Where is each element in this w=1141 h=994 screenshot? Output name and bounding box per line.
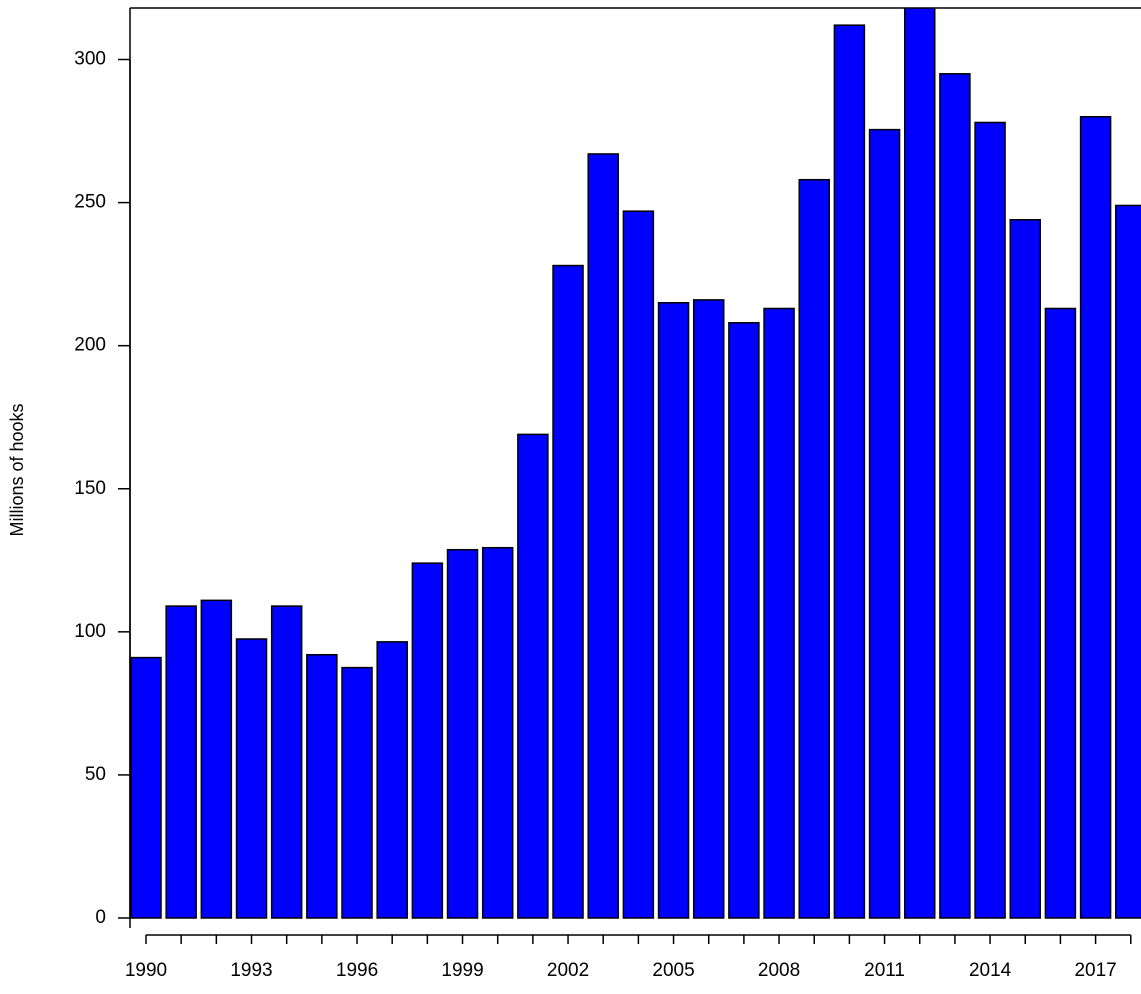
bar <box>1044 307 1077 919</box>
plot-area <box>130 8 1141 919</box>
bar <box>130 656 162 919</box>
x-tick-label: 1990 <box>125 960 167 981</box>
bar <box>446 548 479 919</box>
bar <box>306 653 338 919</box>
bar <box>517 433 549 919</box>
x-tick-label: 2005 <box>652 960 694 981</box>
x-tick-label: 2017 <box>1074 960 1116 981</box>
x-tick-label: 1999 <box>441 960 483 981</box>
bar <box>200 599 233 919</box>
bar <box>657 301 690 919</box>
bar <box>868 128 901 919</box>
x-tick-label: 2002 <box>547 960 589 981</box>
x-tick-label: 2011 <box>864 960 905 981</box>
y-tick-label: 100 <box>74 621 106 642</box>
y-tick-label: 250 <box>74 192 106 213</box>
bar <box>974 121 1006 919</box>
bar <box>728 322 760 919</box>
bar <box>622 210 655 919</box>
bar <box>1115 204 1141 919</box>
bar <box>341 666 373 919</box>
bar <box>552 264 584 919</box>
x-tick-label: 2008 <box>758 960 800 981</box>
y-tick-label: 150 <box>74 478 106 499</box>
x-tick-label: 1993 <box>230 960 272 981</box>
bar <box>235 638 268 919</box>
y-axis-title: Millions of hooks <box>7 403 27 536</box>
bar <box>833 24 866 919</box>
x-tick-label: 2014 <box>969 960 1012 981</box>
bar <box>481 546 514 919</box>
bar <box>903 8 936 919</box>
bar <box>692 299 725 919</box>
bar <box>376 641 408 919</box>
bar <box>270 605 303 919</box>
bar <box>411 562 444 919</box>
bar <box>587 153 619 919</box>
y-tick-label: 0 <box>95 907 106 928</box>
y-tick-label: 300 <box>74 49 106 70</box>
y-tick-label: 50 <box>85 764 106 785</box>
bar <box>798 178 830 919</box>
bar <box>1009 219 1041 919</box>
bar <box>763 307 795 919</box>
bar <box>939 73 971 919</box>
bar <box>1079 115 1112 919</box>
y-tick-label: 200 <box>74 335 106 356</box>
bar <box>165 605 197 919</box>
x-tick-label: 1996 <box>336 960 378 981</box>
